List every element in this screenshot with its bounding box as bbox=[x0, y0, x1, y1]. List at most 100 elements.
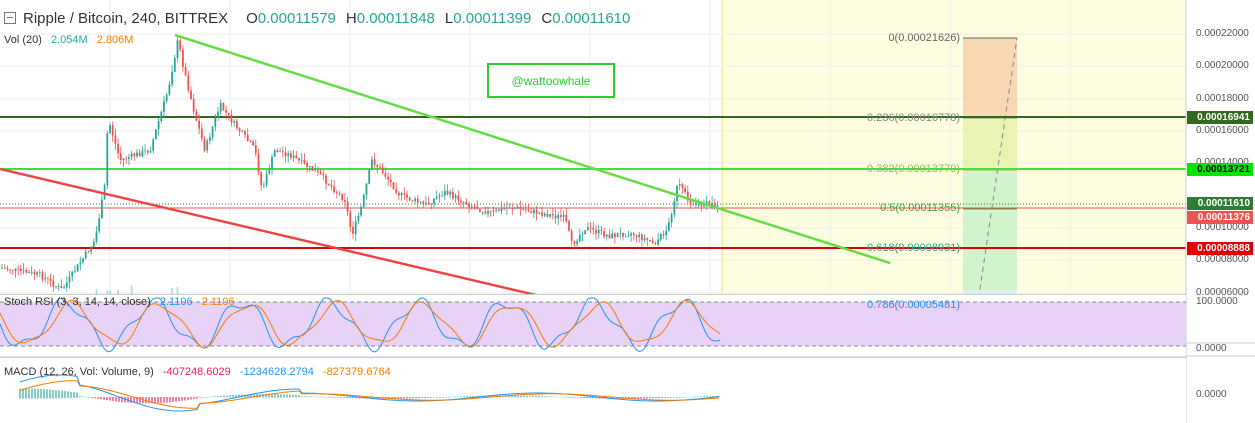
macd-hist-bar bbox=[118, 397, 120, 402]
candle-body bbox=[357, 215, 360, 222]
candle-body bbox=[692, 204, 695, 206]
candle-body bbox=[65, 282, 68, 288]
candle-body bbox=[49, 278, 52, 281]
macd-hist-bar bbox=[160, 397, 162, 404]
candle-body bbox=[165, 94, 168, 102]
candle-body bbox=[122, 158, 125, 161]
macd-hist-bar bbox=[718, 395, 720, 398]
candle-body bbox=[587, 227, 589, 231]
candle-body bbox=[211, 126, 214, 138]
candle-body bbox=[643, 238, 646, 241]
candle-body bbox=[11, 270, 14, 272]
candle-body bbox=[360, 206, 362, 216]
macd-hist-bar bbox=[316, 396, 318, 398]
macd-hist-bar bbox=[124, 397, 126, 403]
fib-band-low bbox=[963, 170, 1017, 290]
macd-hist-bar bbox=[424, 397, 426, 398]
candle-body bbox=[63, 287, 65, 289]
macd-hist-bar bbox=[43, 389, 45, 399]
price-tick: 0.00010000 bbox=[1196, 222, 1249, 233]
candle-body bbox=[524, 209, 527, 211]
candle-body bbox=[219, 102, 222, 112]
macd-hist-bar bbox=[19, 388, 21, 399]
candle-body bbox=[533, 209, 535, 214]
macd-hist-bar bbox=[292, 394, 294, 398]
candle-body bbox=[192, 98, 195, 112]
macd-hist-bar bbox=[157, 397, 159, 404]
candle-body bbox=[252, 141, 254, 146]
volume-ma-value: 2.806M bbox=[96, 34, 134, 46]
stoch-k-value: 2.1106 bbox=[159, 296, 193, 308]
fib-trend-line bbox=[971, 37, 1018, 344]
macd-hist-bar bbox=[247, 394, 249, 398]
macd-hist-bar bbox=[265, 393, 267, 398]
macd-hist-bar bbox=[544, 396, 546, 398]
candle-body bbox=[3, 267, 6, 269]
macd-hist-bar bbox=[583, 397, 585, 398]
macd-hist-bar bbox=[199, 397, 201, 398]
candle-body bbox=[568, 221, 570, 231]
candle-body bbox=[546, 213, 549, 217]
candle-body bbox=[246, 134, 249, 142]
macd-hist-bar bbox=[31, 388, 33, 399]
candle-body bbox=[595, 229, 597, 234]
macd-hist-bar bbox=[208, 396, 210, 398]
macd-hist-bar bbox=[88, 397, 90, 398]
macd-signal-value: -827379.6764 bbox=[322, 366, 391, 378]
macd-hist-bar bbox=[325, 397, 327, 398]
macd-hist-bar bbox=[679, 397, 681, 398]
macd-hist-bar bbox=[577, 397, 579, 398]
candle-body bbox=[516, 206, 519, 209]
candle-body bbox=[290, 153, 292, 158]
fib-band-top bbox=[963, 38, 1017, 118]
macd-hist-bar bbox=[709, 396, 711, 398]
candle-body bbox=[352, 226, 354, 235]
macd-signal-line bbox=[19, 380, 720, 409]
candle-body bbox=[98, 218, 101, 232]
macd-hist-bar bbox=[22, 388, 24, 399]
candle-body bbox=[535, 209, 538, 214]
macd-hist-bar bbox=[550, 396, 552, 398]
candle-body bbox=[254, 145, 257, 154]
macd-hist-bar bbox=[685, 396, 687, 398]
candle-body bbox=[465, 202, 468, 205]
macd-value: -1234628.2794 bbox=[239, 366, 314, 378]
macd-legend[interactable]: MACD (12, 26, Vol: Volume, 9) -407248.60… bbox=[4, 366, 391, 378]
macd-pane bbox=[0, 357, 1186, 423]
candle-body bbox=[214, 117, 217, 127]
price-tag-ma: 0.00011376 bbox=[1187, 211, 1253, 224]
macd-hist-bar bbox=[649, 397, 651, 399]
macd-hist-bar bbox=[211, 396, 213, 398]
macd-hist-bar bbox=[187, 397, 189, 401]
macd-hist-bar bbox=[154, 397, 156, 404]
symbol-header[interactable]: Ripple / Bitcoin, 240, BITTREX O 0.000115… bbox=[4, 9, 630, 27]
macd-hist-bar bbox=[358, 397, 360, 399]
macd-hist-bar bbox=[523, 395, 525, 398]
author-annotation-box[interactable]: @wattoowhale bbox=[487, 63, 615, 98]
stoch-rsi-legend[interactable]: Stoch RSI (3, 3, 14, 14, close) 2.1106 2… bbox=[4, 296, 235, 308]
candle-body bbox=[387, 176, 389, 180]
macd-hist-bar bbox=[289, 394, 291, 398]
candle-body bbox=[241, 131, 244, 133]
macd-hist-bar bbox=[283, 394, 285, 398]
macd-hist-bar bbox=[76, 392, 78, 398]
macd-hist-bar bbox=[526, 395, 528, 398]
macd-hist-bar bbox=[520, 395, 522, 398]
low-label: L bbox=[444, 9, 454, 27]
macd-hist-bar bbox=[352, 397, 354, 399]
candle-body bbox=[71, 271, 74, 277]
candle-body bbox=[152, 139, 155, 151]
macd-hist-bar bbox=[667, 397, 669, 398]
macd-hist-bar bbox=[100, 397, 102, 400]
macd-hist-bar bbox=[700, 396, 702, 398]
macd-hist-bar bbox=[637, 397, 639, 399]
candle-body bbox=[570, 230, 573, 241]
collapse-icon[interactable] bbox=[4, 12, 16, 24]
symbol-title[interactable]: Ripple / Bitcoin, 240, BITTREX bbox=[23, 9, 229, 27]
macd-hist-bar bbox=[508, 395, 510, 398]
volume-legend[interactable]: Vol (20) 2.054M 2.806M bbox=[4, 34, 133, 46]
open-value: 0.00011579 bbox=[257, 9, 336, 27]
macd-hist-bar bbox=[442, 397, 444, 398]
macd-hist-bar bbox=[55, 390, 57, 399]
macd-hist-bar bbox=[412, 397, 414, 399]
